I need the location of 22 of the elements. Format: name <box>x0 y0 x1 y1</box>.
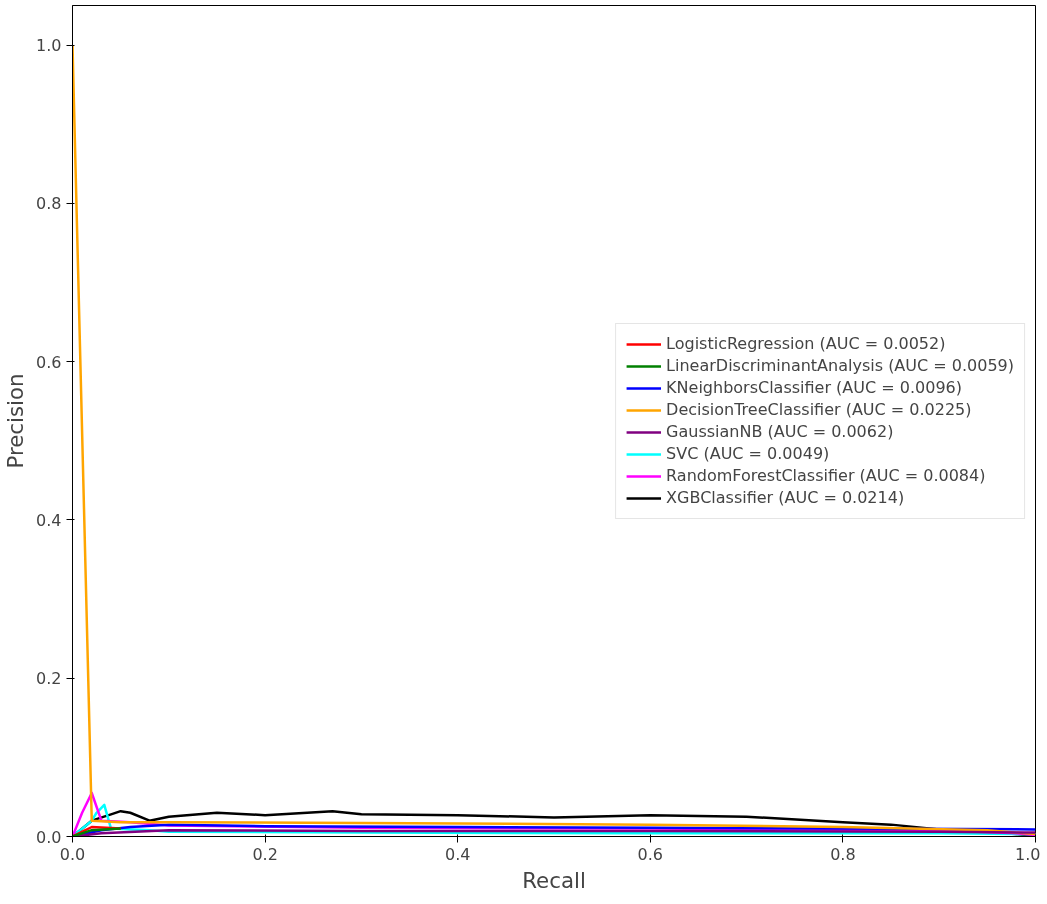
y-tick-label: 0.6 <box>36 352 62 372</box>
x-tick-label: 0.0 <box>59 844 86 864</box>
legend-label: XGBClassifier (AUC = 0.0214) <box>666 488 905 507</box>
y-tick-label: 0.8 <box>36 194 62 214</box>
y-tick-label: 1.0 <box>36 36 62 56</box>
x-tick-label: 0.2 <box>252 844 278 864</box>
x-axis-title: Recall <box>522 867 586 893</box>
x-tick-label: 0.6 <box>637 844 664 864</box>
y-axis-title: Precision <box>3 373 29 469</box>
y-tick-label: 0.2 <box>36 669 62 689</box>
y-tick-label: 0.4 <box>36 510 62 530</box>
y-tick-label: 0.0 <box>36 827 62 847</box>
legend-label: LinearDiscriminantAnalysis (AUC = 0.0059) <box>666 356 1014 375</box>
legend-label: RandomForestClassifier (AUC = 0.0084) <box>666 466 986 485</box>
legend-label: SVC (AUC = 0.0049) <box>666 444 830 463</box>
x-tick-label: 0.8 <box>830 844 856 864</box>
x-tick-label: 0.4 <box>444 844 471 864</box>
legend-label: GaussianNB (AUC = 0.0062) <box>666 422 894 441</box>
legend-label: LogisticRegression (AUC = 0.0052) <box>666 334 946 353</box>
legend-label: DecisionTreeClassifier (AUC = 0.0225) <box>666 400 972 419</box>
legend-label: KNeighborsClassifier (AUC = 0.0096) <box>666 378 962 397</box>
x-tick-label: 1.0 <box>1015 844 1041 864</box>
